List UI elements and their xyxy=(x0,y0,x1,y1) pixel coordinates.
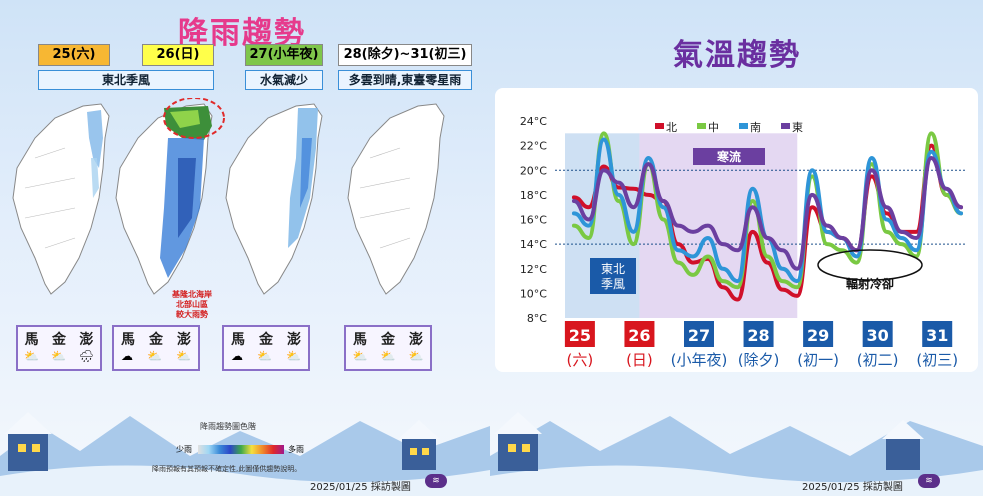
note-less-moisture: 水氣減少 xyxy=(245,70,323,90)
temperature-panel: 氣溫趨勢 8°C 10°C 12°C 14°C 16°C 18°C 20°C 22°C 24°C… xyxy=(490,0,983,496)
y-tick-label: 22°C xyxy=(520,140,547,153)
day-subtitle: (六) xyxy=(567,351,594,369)
legend-swatch-南 xyxy=(739,123,748,129)
legend-label-中: 中 xyxy=(708,121,719,134)
day-subtitle: (除夕) xyxy=(738,351,780,369)
taiwan-map-26 xyxy=(115,98,225,295)
day-number: 30 xyxy=(867,326,889,345)
sun-cloud-icon: ⛅ xyxy=(51,349,67,363)
date-box-28-31: 28(除夕)~31(初三) xyxy=(338,44,472,66)
sun-cloud-icon: ⛅ xyxy=(176,349,191,363)
day-subtitle: (初一) xyxy=(797,351,839,369)
sun-cloud-icon: ⛅ xyxy=(286,349,301,363)
sun-cloud-icon: ⛅ xyxy=(380,349,396,363)
rain-cloud-icon: 🌧 xyxy=(78,349,94,363)
sun-cloud-icon: ⛅ xyxy=(24,349,40,363)
snow-mountain-scene xyxy=(0,412,490,496)
legend-low-label: 少雨 xyxy=(176,445,192,454)
y-tick-label: 20°C xyxy=(520,164,547,177)
radiative-cooling-ellipse xyxy=(817,249,923,281)
series-line-中 xyxy=(571,131,964,290)
cold-wave-label: 寒流 xyxy=(716,149,741,164)
day-box-30 xyxy=(862,321,893,347)
day-box-26 xyxy=(624,321,655,347)
day-subtitle: (初二) xyxy=(857,351,899,369)
legend-swatch-北 xyxy=(655,123,664,129)
snow-mountain-scene-right xyxy=(490,412,983,496)
legend-high-label: 多雨 xyxy=(288,445,304,454)
day-number: 27 xyxy=(688,326,710,345)
day-subtitle: (小年夜) xyxy=(671,351,728,369)
note-monsoon: 東北季風 xyxy=(38,70,214,90)
logo-icon: ≋ xyxy=(918,474,940,488)
series-line-東 xyxy=(571,155,964,271)
legend-title: 降雨趨勢圖色階 xyxy=(200,422,256,431)
sun-cloud-icon: ⛅ xyxy=(352,349,368,363)
day-box-31 xyxy=(922,321,953,347)
sun-cloud-icon: ⛅ xyxy=(147,349,162,363)
y-tick-label: 18°C xyxy=(520,189,547,202)
day-box-27 xyxy=(684,321,714,347)
cloud-icon: ☁ xyxy=(231,349,244,363)
day-subtitle: (日) xyxy=(626,351,653,369)
legend-label-東: 東 xyxy=(792,121,803,134)
day-box-28 xyxy=(743,321,774,347)
rain-panel: 降雨趨勢 25(六) 26(日) 27(小年夜) 28(除夕)~31(初三) 東… xyxy=(0,0,490,496)
temp-title: 氣溫趨勢 xyxy=(673,38,801,73)
monsoon-label-bg xyxy=(590,258,636,294)
rain-color-scale xyxy=(198,445,284,454)
legend-label-南: 南 xyxy=(750,121,761,134)
y-tick-label: 10°C xyxy=(520,287,547,300)
taiwan-map-25 xyxy=(12,103,110,295)
day-box-29 xyxy=(803,321,834,347)
temperature-chart-card: 8°C 10°C 12°C 14°C 16°C 18°C 20°C 22°C 24°C 北 中 南 東寒… xyxy=(495,88,978,372)
day-number: 29 xyxy=(807,326,829,345)
legend-label-北: 北 xyxy=(666,121,677,134)
date-box-26: 26(日) xyxy=(142,44,214,66)
taiwan-map-27 xyxy=(225,103,323,295)
day-box-25 xyxy=(564,321,595,347)
day-number: 26 xyxy=(628,326,650,345)
legend-swatch-中 xyxy=(697,123,706,129)
day-number: 28 xyxy=(747,326,769,345)
outlying-islands-26: 馬金澎 ☁ ⛅ ⛅ xyxy=(112,325,200,371)
disclaimer: 降雨預報有其預報不確定性,此圖僅供趨勢說明。 xyxy=(152,465,302,473)
logo-icon: ≋ xyxy=(425,474,447,488)
legend-swatch-東 xyxy=(781,123,790,129)
temperature-chart: 8°C 10°C 12°C 14°C 16°C 18°C 20°C 22°C 24°C 北 中 南 東寒… xyxy=(520,115,967,369)
outlying-islands-25: 馬金澎 ⛅ ⛅ 🌧 xyxy=(16,325,102,371)
y-tick-label: 24°C xyxy=(520,115,547,128)
cold-wave-label-bg xyxy=(693,148,765,165)
outlying-islands-28-31: 馬金澎 ⛅ ⛅ ⛅ xyxy=(344,325,432,371)
day-number: 31 xyxy=(926,326,948,345)
credit-right: 2025/01/25 採訪製圖 xyxy=(802,482,903,493)
y-tick-label: 12°C xyxy=(520,263,547,276)
radiative-cooling-label: 輻射冷卻 xyxy=(846,276,894,291)
date-box-27: 27(小年夜) xyxy=(245,44,323,66)
day-number: 25 xyxy=(569,326,591,345)
sun-cloud-icon: ⛅ xyxy=(257,349,272,363)
cloud-icon: ☁ xyxy=(121,349,134,363)
credit-left: 2025/01/25 採訪製圖 xyxy=(310,482,411,493)
day-subtitle: (初三) xyxy=(916,351,958,369)
date-box-25: 25(六) xyxy=(38,44,110,66)
note-cloudy-sunny: 多雲到晴,東臺零星雨 xyxy=(338,70,472,90)
y-tick-label: 16°C xyxy=(520,214,547,227)
map-note-heavy-rain: 基隆北海岸 北部山區 較大雨勢 xyxy=(172,290,212,319)
monsoon-label: 季風 xyxy=(601,277,625,291)
y-tick-label: 8°C xyxy=(527,312,547,325)
outlying-islands-27: 馬金澎 ☁ ⛅ ⛅ xyxy=(222,325,310,371)
taiwan-map-28-31 xyxy=(347,103,445,295)
monsoon-label: 東北 xyxy=(601,262,625,276)
y-tick-label: 14°C xyxy=(520,238,547,251)
sun-cloud-icon: ⛅ xyxy=(408,349,424,363)
